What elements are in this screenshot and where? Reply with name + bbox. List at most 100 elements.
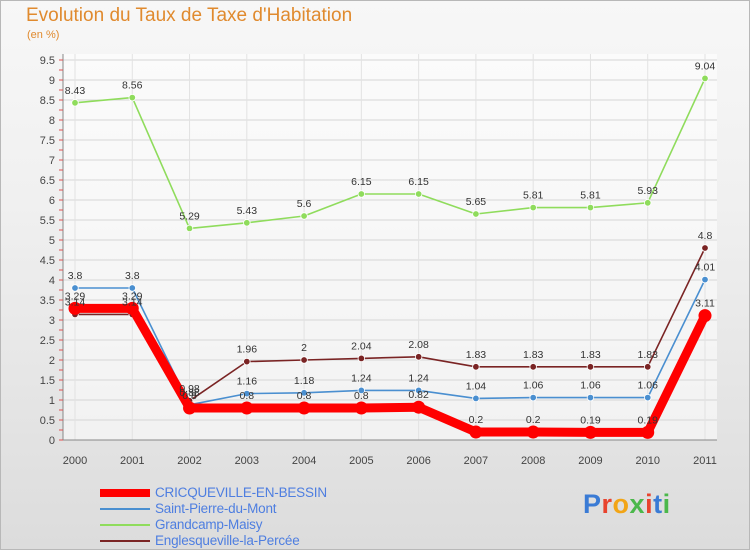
- y-tick-label: 2: [49, 355, 55, 367]
- x-tick-label: 2006: [406, 455, 430, 467]
- data-label-2: 5.43: [237, 205, 258, 217]
- x-tick-label: 2010: [635, 455, 659, 467]
- data-label-0: 0.82: [408, 389, 429, 401]
- data-point-1: [300, 389, 308, 397]
- data-point-2: [644, 199, 652, 207]
- data-label-1: 1.18: [294, 375, 315, 387]
- data-label-3: 2: [301, 342, 307, 354]
- data-label-2: 5.65: [466, 196, 487, 208]
- y-tick-label: 9: [49, 75, 55, 87]
- data-point-1: [414, 386, 423, 395]
- data-point-2: [586, 203, 595, 212]
- data-point-1: [529, 393, 537, 402]
- x-tick-label: 2009: [578, 455, 602, 467]
- y-tick-label: 7: [49, 155, 55, 167]
- data-point-0: [297, 401, 311, 415]
- data-point-2: [300, 212, 308, 220]
- y-tick-label: 1: [49, 395, 55, 407]
- data-point-2: [243, 219, 251, 227]
- data-point-1: [701, 275, 709, 284]
- data-point-2: [128, 93, 136, 102]
- legend-label-cricqueville: CRICQUEVILLE-EN-BESSIN: [155, 485, 327, 500]
- data-label-2: 5.81: [523, 190, 544, 202]
- data-label-0: 0.19: [580, 414, 601, 426]
- logo-letter: i: [662, 489, 671, 519]
- data-point-2: [472, 210, 480, 218]
- data-label-2: 8.56: [122, 80, 143, 92]
- data-label-3: 1.83: [580, 349, 601, 361]
- data-label-3: 1.83: [466, 349, 487, 361]
- y-tick-label: 3.5: [40, 295, 55, 307]
- y-tick-label: 1.5: [40, 375, 55, 387]
- x-tick-label: 2011: [693, 455, 717, 467]
- data-point-3: [701, 244, 709, 252]
- y-tick-label: 6.5: [40, 175, 55, 187]
- data-point-1: [357, 386, 366, 395]
- data-point-1: [243, 389, 251, 398]
- data-point-2: [357, 190, 366, 198]
- data-point-0: [354, 401, 368, 415]
- logo-letter: o: [612, 489, 630, 519]
- data-label-3: 1.83: [523, 349, 544, 361]
- logo-letter: r: [601, 489, 613, 519]
- data-point-3: [243, 357, 251, 366]
- data-point-2: [185, 224, 194, 233]
- x-tick-label: 2003: [235, 455, 259, 467]
- x-tick-label: 2004: [292, 455, 316, 467]
- y-tick-label: 9.5: [40, 55, 55, 67]
- data-point-1: [586, 393, 595, 402]
- data-point-3: [300, 356, 308, 364]
- data-label-0: 0.8: [240, 390, 255, 402]
- data-label-1: 1.04: [466, 380, 487, 392]
- proxiti-logo: Proxiti: [583, 489, 671, 520]
- data-label-0: 3.29: [65, 290, 86, 302]
- legend-label-grandcamp: Grandcamp-Maisy: [155, 517, 263, 532]
- data-label-1: 1.06: [638, 380, 659, 392]
- data-label-0: 3.29: [122, 290, 143, 302]
- data-point-0: [412, 400, 426, 414]
- data-point-1: [71, 284, 79, 292]
- data-label-0: 0.8: [182, 390, 197, 402]
- data-label-3: 0.98: [179, 383, 200, 395]
- data-point-3: [414, 353, 423, 361]
- y-tick-label: 2.5: [40, 335, 55, 347]
- legend-label-englesqueville: Englesqueville-la-Percée: [155, 533, 300, 548]
- data-label-1: 0.88: [179, 387, 200, 399]
- data-label-2: 5.6: [297, 198, 312, 210]
- data-label-1: 3.8: [68, 270, 83, 282]
- data-point-0: [183, 401, 197, 415]
- data-point-3: [472, 363, 480, 371]
- data-point-1: [644, 393, 652, 402]
- data-label-0: 0.8: [297, 390, 312, 402]
- data-label-1: 1.16: [237, 376, 258, 388]
- data-point-2: [529, 203, 537, 212]
- data-label-3: 2.04: [351, 340, 372, 352]
- y-tick-label: 0: [49, 435, 55, 447]
- chart-unit-label: (en %): [27, 29, 60, 41]
- x-tick-label: 2001: [120, 455, 144, 467]
- chart-title: Evolution du Taux de Taxe d'Habitation: [26, 5, 353, 26]
- data-point-3: [529, 363, 537, 371]
- data-label-0: 0.19: [638, 414, 659, 426]
- data-point-3: [357, 354, 366, 363]
- x-tick-label: 2007: [464, 455, 488, 467]
- data-label-1: 3.8: [125, 270, 140, 282]
- data-label-1: 4.01: [695, 262, 716, 274]
- data-point-0: [240, 401, 254, 415]
- y-tick-label: 8: [49, 115, 55, 127]
- series-line-0: [70, 303, 710, 437]
- data-label-0: 3.11: [695, 298, 715, 310]
- data-label-0: 0.2: [469, 414, 484, 426]
- data-label-1: 1.06: [523, 380, 544, 392]
- data-label-2: 6.15: [351, 176, 372, 188]
- data-point-0: [68, 301, 82, 315]
- data-label-3: 4.8: [698, 230, 713, 242]
- y-tick-label: 8.5: [40, 95, 55, 107]
- data-label-3: 2.08: [408, 339, 429, 351]
- data-label-3: 1.96: [237, 344, 258, 356]
- x-tick-label: 2008: [521, 455, 545, 467]
- logo-letter: t: [653, 489, 663, 519]
- data-label-2: 5.29: [179, 210, 200, 222]
- legend-swatch-grandcamp: [100, 524, 150, 526]
